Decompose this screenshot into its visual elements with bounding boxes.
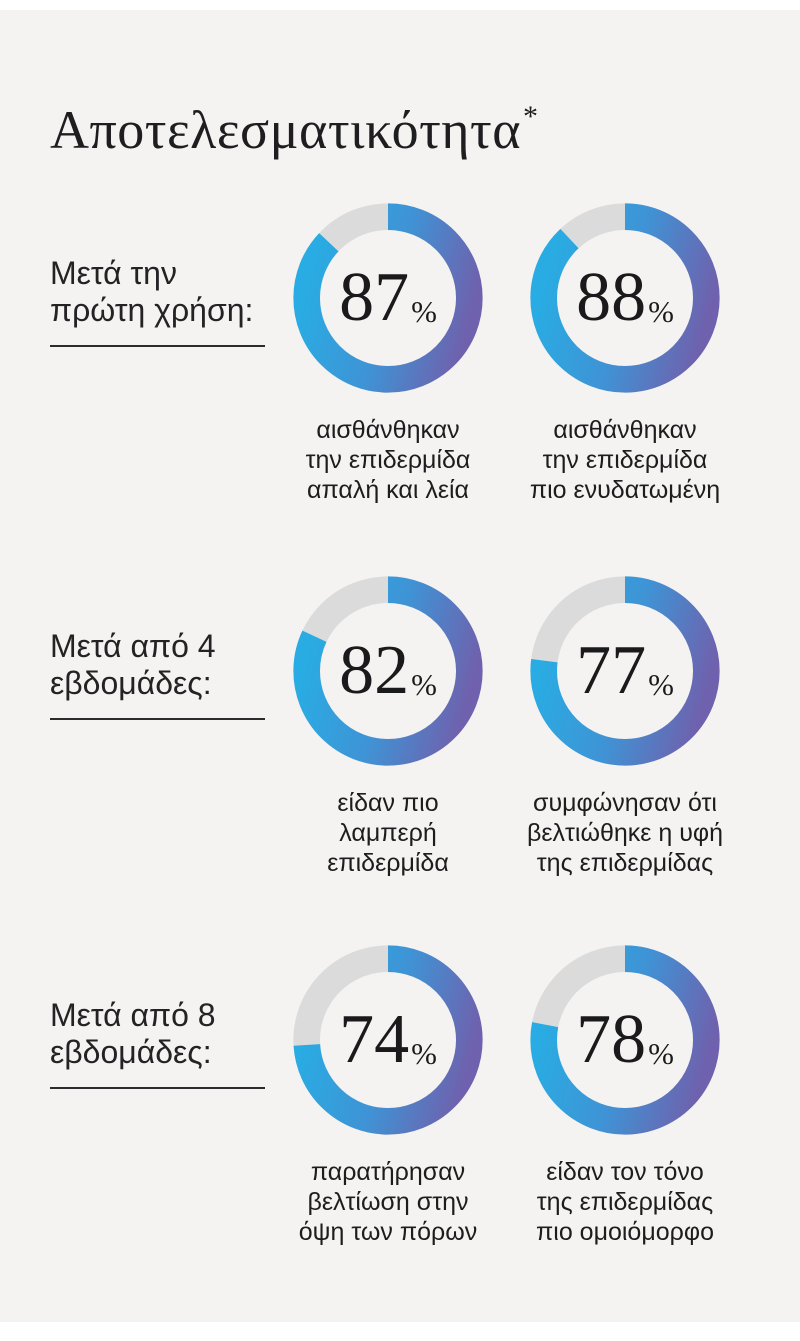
donut-value-arc <box>530 203 720 393</box>
donut-ring: 74% <box>293 945 483 1135</box>
percent-sign: % <box>648 1035 674 1071</box>
donut-ring: 82% <box>293 576 483 766</box>
donut-caption: είδαν πιο λαμπερή επιδερμίδα <box>263 788 513 878</box>
stat-row-after-4-weeks: Μετά από 4 εβδομάδες: 82% <box>0 576 800 916</box>
caption-line: παρατήρησαν <box>310 1158 466 1186</box>
donut-value-arc <box>293 203 483 393</box>
stat-value-group: 74% <box>293 945 483 1135</box>
donut-svg <box>530 945 720 1135</box>
row-label-block: Μετά την πρώτη χρήση: <box>50 255 280 347</box>
row-label-line: Μετά την <box>50 255 177 291</box>
donut-svg <box>293 576 483 766</box>
caption-line: επιδερμίδα <box>327 849 449 877</box>
donut-value-arc <box>530 576 720 766</box>
donut-chart-88: 88% αισθάνθηκαν την επιδερμίδα πιο ενυδα… <box>500 203 750 505</box>
row-label-line: πρώτη χρήση: <box>50 292 254 328</box>
donut-ring: 87% <box>293 203 483 393</box>
row-label: Μετά από 8 εβδομάδες: <box>50 997 280 1071</box>
stat-value: 77 <box>576 632 647 709</box>
donut-chart-78: 78% είδαν τον τόνο της επιδερμίδας πιο ο… <box>500 945 750 1247</box>
stat-row-after-8-weeks: Μετά από 8 εβδομάδες: 74% <box>0 945 800 1285</box>
donut-svg <box>293 945 483 1135</box>
caption-line: αισθάνθηκαν <box>316 416 460 444</box>
caption-line: λαμπερή <box>339 819 437 847</box>
donut-caption: αισθάνθηκαν την επιδερμίδα πιο ενυδατωμέ… <box>500 415 750 505</box>
caption-line: βελτίωση στην <box>307 1188 469 1216</box>
donut-value-arc <box>530 945 720 1135</box>
row-label-line: Μετά από 4 <box>50 628 216 664</box>
stat-value-group: 87% <box>293 203 483 393</box>
stat-value: 87 <box>339 259 410 336</box>
row-label-line: Μετά από 8 <box>50 997 216 1033</box>
stat-value-group: 77% <box>530 576 720 766</box>
donut-ring: 78% <box>530 945 720 1135</box>
donut-chart-74: 74% παρατήρησαν βελτίωση στην όψη των πό… <box>263 945 513 1247</box>
caption-line: την επιδερμίδα <box>542 446 708 474</box>
donut-caption: αισθάνθηκαν την επιδερμίδα απαλή και λεί… <box>263 415 513 505</box>
caption-line: συμφώνησαν ότι <box>533 789 717 817</box>
caption-line: όψη των πόρων <box>298 1218 478 1246</box>
label-underline <box>50 1087 265 1089</box>
stat-row-after-first-use: Μετά την πρώτη χρήση: 87% <box>0 203 800 543</box>
donut-chart-77: 77% συμφώνησαν ότι βελτιώθηκε η υφή της … <box>500 576 750 878</box>
donut-value-arc <box>293 576 483 766</box>
donut-svg <box>530 203 720 393</box>
caption-line: την επιδερμίδα <box>305 446 471 474</box>
caption-line: αισθάνθηκαν <box>553 416 697 444</box>
donut-svg <box>530 576 720 766</box>
stat-value: 88 <box>576 259 647 336</box>
caption-line: πιο ενυδατωμένη <box>529 476 721 504</box>
stat-value-group: 88% <box>530 203 720 393</box>
percent-sign: % <box>411 293 437 329</box>
stat-value: 78 <box>576 1001 647 1078</box>
page-title-text: Αποτελεσματικότητα <box>50 100 522 160</box>
percent-sign: % <box>648 293 674 329</box>
row-label-line: εβδομάδες: <box>50 665 212 701</box>
row-label: Μετά από 4 εβδομάδες: <box>50 628 280 702</box>
caption-line: της επιδερμίδας <box>536 849 714 877</box>
percent-sign: % <box>411 666 437 702</box>
row-label: Μετά την πρώτη χρήση: <box>50 255 280 329</box>
caption-line: είδαν τον τόνο <box>546 1158 704 1186</box>
page-title: Αποτελεσματικότητα* <box>50 100 539 160</box>
row-label-block: Μετά από 8 εβδομάδες: <box>50 997 280 1089</box>
caption-line: είδαν πιο <box>337 789 439 817</box>
stat-value-group: 82% <box>293 576 483 766</box>
donut-svg <box>293 203 483 393</box>
donut-caption: είδαν τον τόνο της επιδερμίδας πιο ομοιό… <box>500 1157 750 1247</box>
percent-sign: % <box>648 666 674 702</box>
label-underline <box>50 345 265 347</box>
caption-line: πιο ομοιόμορφο <box>536 1218 714 1246</box>
caption-line: απαλή και λεία <box>307 476 469 504</box>
donut-chart-87: 87% αισθάνθηκαν την επιδερμίδα απαλή και… <box>263 203 513 505</box>
footnote-asterisk: * <box>523 100 539 133</box>
caption-line: της επιδερμίδας <box>536 1188 714 1216</box>
caption-line: βελτιώθηκε η υφή <box>526 819 723 847</box>
row-label-line: εβδομάδες: <box>50 1034 212 1070</box>
donut-caption: συμφώνησαν ότι βελτιώθηκε η υφή της επιδ… <box>500 788 750 878</box>
stat-value: 82 <box>339 632 410 709</box>
label-underline <box>50 718 265 720</box>
donut-ring: 77% <box>530 576 720 766</box>
donut-chart-82: 82% είδαν πιο λαμπερή επιδερμίδα <box>263 576 513 878</box>
donut-ring: 88% <box>530 203 720 393</box>
stat-value-group: 78% <box>530 945 720 1135</box>
stat-value: 74 <box>339 1001 410 1078</box>
donut-value-arc <box>293 945 483 1135</box>
row-label-block: Μετά από 4 εβδομάδες: <box>50 628 280 720</box>
percent-sign: % <box>411 1035 437 1071</box>
donut-caption: παρατήρησαν βελτίωση στην όψη των πόρων <box>263 1157 513 1247</box>
